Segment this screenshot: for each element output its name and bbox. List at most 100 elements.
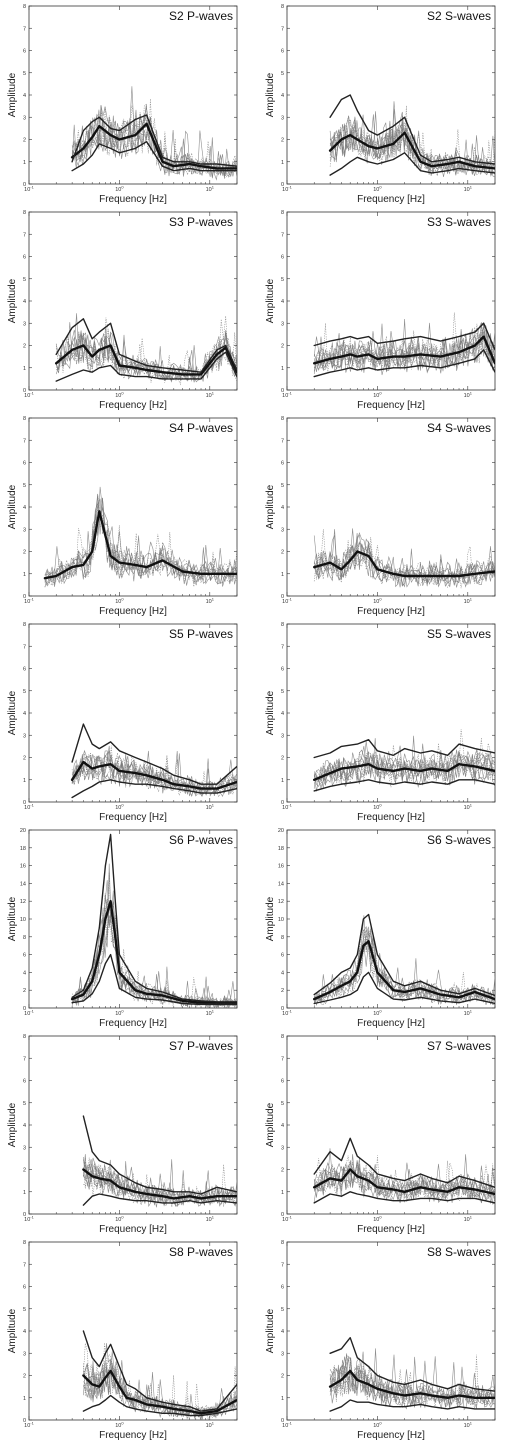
x-tick-label: 10-1: [24, 803, 34, 812]
y-tick-label: 4: [281, 505, 284, 511]
mean-curve: [70, 122, 237, 170]
x-axis-label: Frequency [Hz]: [99, 606, 167, 617]
y-tick-label: 4: [23, 505, 26, 511]
x-axis-label: Frequency [Hz]: [357, 400, 425, 411]
y-tick-label: 7: [23, 26, 26, 32]
y-tick-label: 1: [281, 778, 284, 784]
y-tick-label: 6: [281, 461, 284, 467]
y-tick-label: 5: [23, 1307, 26, 1313]
y-tick-label: 0: [281, 594, 284, 600]
chart-panel: 0 1 2 3 4 5 6 7 8 10-1 100 101 S8 S-waves Frequency […: [265, 1240, 496, 1440]
curve-group: [313, 312, 495, 378]
mean-curve: [313, 1168, 495, 1196]
y-tick-label: 4: [281, 299, 284, 305]
curve-group: [313, 729, 495, 792]
curve-group: [82, 1330, 237, 1420]
y-tick-label: 7: [23, 438, 26, 444]
y-tick-label: 14: [278, 881, 284, 887]
x-axis-label: Frequency [Hz]: [99, 194, 167, 205]
x-axis-label: Frequency [Hz]: [99, 400, 167, 411]
x-tick-label: 101: [206, 1009, 215, 1018]
plot-frame: [286, 623, 496, 803]
curve-group: [43, 486, 237, 588]
y-tick-label: 2: [23, 1374, 26, 1380]
y-tick-label: 3: [23, 1351, 26, 1357]
individual-curve: [313, 541, 495, 588]
chart-panel: 0 1 2 3 4 5 6 7 8 10-1 100 101 S5 P-waves Frequency […: [7, 622, 238, 823]
individual-curve: [313, 534, 495, 588]
y-tick-label: 6: [281, 1079, 284, 1085]
curve-group: [82, 1115, 237, 1208]
y-tick-label: 6: [281, 953, 284, 959]
y-tick-label: 8: [281, 935, 284, 941]
panel-title: S3 P-waves: [169, 215, 233, 229]
y-tick-label: 7: [281, 438, 284, 444]
individual-curve: [71, 756, 237, 798]
y-tick-label: 2: [23, 138, 26, 144]
y-tick-label: 12: [20, 899, 26, 905]
x-axis-label: Frequency [Hz]: [357, 1430, 425, 1440]
x-tick-label: 10-1: [282, 185, 292, 194]
y-tick-label: 1: [281, 572, 284, 578]
x-axis-label: Frequency [Hz]: [357, 812, 425, 823]
x-tick-label: 100: [115, 1009, 124, 1018]
y-tick-label: 1: [23, 1396, 26, 1402]
x-tick-label: 100: [115, 1421, 124, 1430]
y-tick-label: 2: [281, 550, 284, 556]
y-tick-label: 5: [23, 483, 26, 489]
y-axis-label: Amplitude: [265, 484, 276, 529]
y-tick-label: 6: [281, 255, 284, 261]
chart-panel: 0 2 4 6 8 10 12 14 16 18 20 10-1 100 101 S6 P-waves Fre…: [7, 828, 238, 1029]
x-axis-label: Frequency [Hz]: [99, 812, 167, 823]
chart-panel: 0 1 2 3 4 5 6 7 8 10-1 100 101 S3 P-waves Frequency […: [7, 210, 238, 411]
y-tick-label: 2: [23, 1168, 26, 1174]
y-tick-label: 3: [23, 527, 26, 533]
y-tick-label: 3: [281, 527, 284, 533]
y-axis-label: Amplitude: [7, 1102, 18, 1147]
mean-curve: [328, 1369, 495, 1399]
individual-curve: [71, 903, 237, 1008]
y-tick-label: 7: [23, 1262, 26, 1268]
chart-panel: 0 1 2 3 4 5 6 7 8 10-1 100 101 S7 P-waves Frequency […: [7, 1034, 238, 1235]
y-tick-label: 7: [281, 1262, 284, 1268]
chart-panel: 0 1 2 3 4 5 6 7 8 10-1 100 101 S5 S-waves Frequency […: [265, 622, 496, 823]
mean-curve: [313, 550, 495, 578]
mean-curve: [70, 760, 237, 790]
x-tick-label: 10-1: [24, 1009, 34, 1018]
x-axis-label: Frequency [Hz]: [357, 194, 425, 205]
y-tick-label: 8: [23, 1240, 26, 1246]
y-tick-label: 7: [281, 26, 284, 32]
panel-title: S5 P-waves: [169, 627, 233, 641]
y-tick-label: 7: [281, 1056, 284, 1062]
lower-band-curve: [329, 1399, 495, 1412]
curve-group: [328, 1337, 495, 1412]
x-tick-label: 10-1: [282, 1009, 292, 1018]
y-tick-label: 20: [278, 828, 284, 834]
upper-band-curve: [55, 318, 237, 373]
x-tick-label: 100: [373, 185, 382, 194]
individual-curve: [83, 1359, 237, 1420]
panel-title: S6 S-waves: [427, 833, 491, 847]
x-tick-label: 101: [464, 1009, 473, 1018]
y-tick-label: 3: [281, 1351, 284, 1357]
mean-curve: [43, 510, 237, 580]
x-tick-label: 101: [206, 597, 215, 606]
x-tick-label: 10-1: [24, 1215, 34, 1224]
plot-frame: [28, 5, 238, 185]
y-tick-label: 4: [281, 970, 284, 976]
panel-title: S7 P-waves: [169, 1039, 233, 1053]
curve-group: [70, 86, 237, 181]
upper-band-curve: [329, 1337, 495, 1392]
y-tick-label: 2: [23, 756, 26, 762]
individual-curve: [313, 738, 495, 790]
y-axis-label: Amplitude: [265, 1102, 276, 1147]
y-tick-label: 0: [23, 800, 26, 806]
x-tick-label: 10-1: [282, 597, 292, 606]
y-tick-label: 3: [281, 321, 284, 327]
y-tick-label: 8: [23, 4, 26, 10]
lower-band-curve: [82, 1193, 237, 1206]
x-tick-label: 101: [206, 391, 215, 400]
y-tick-label: 0: [281, 800, 284, 806]
y-tick-label: 8: [281, 4, 284, 10]
